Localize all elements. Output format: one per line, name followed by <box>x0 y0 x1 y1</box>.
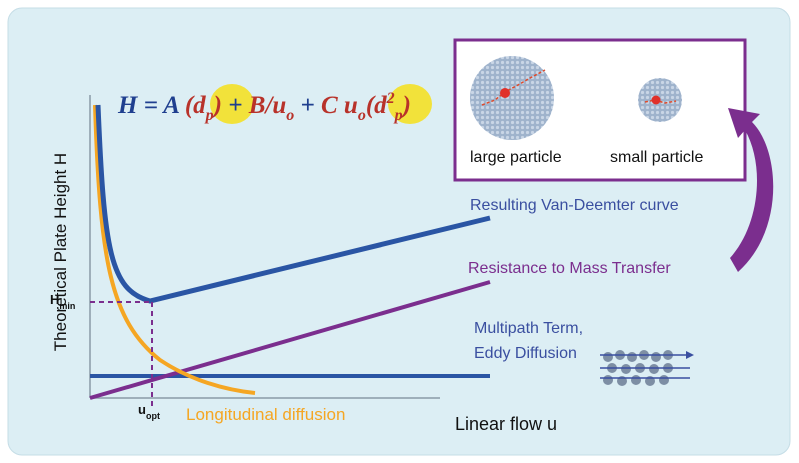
equation-part: + <box>294 92 321 119</box>
equation-part: (d <box>185 92 206 119</box>
equation-part: H = A <box>117 92 185 119</box>
highlight <box>210 84 254 124</box>
multipath-label: Multipath Term, <box>474 320 583 337</box>
inset-label: large particle <box>470 149 562 166</box>
equation-part: o <box>358 107 366 124</box>
mass-transfer-line <box>89 280 491 400</box>
equation: H = A (dp) + B/uo + C uo(d2p) <box>117 90 411 124</box>
van-deemter-curve <box>95 104 491 304</box>
u-opt-sub: opt <box>146 411 160 421</box>
highlight <box>388 84 432 124</box>
inset-label: small particle <box>610 149 703 166</box>
van-deemter-label: Resulting Van-Deemter curve <box>470 197 679 214</box>
equation-part: + <box>222 92 249 119</box>
analyte <box>500 88 510 98</box>
equation-part: ) <box>401 92 411 119</box>
equation-part: C u <box>321 92 358 119</box>
mass-transfer-label: Resistance to Mass Transfer <box>468 260 671 277</box>
equation-part: o <box>286 107 294 124</box>
equation-part: ) <box>212 92 222 119</box>
analyte <box>651 95 661 105</box>
multipath-label: Eddy Diffusion <box>474 345 577 362</box>
curved-arrow <box>728 108 774 272</box>
h-min-sub: min <box>59 301 75 311</box>
equation-part: B/u <box>248 92 287 119</box>
equation-part: (d <box>366 92 387 119</box>
y-axis-label: Theoretical Plate Height H <box>51 153 70 351</box>
h-min-base: H <box>50 292 59 307</box>
large-particle <box>470 56 554 140</box>
equation-part: p <box>393 107 403 124</box>
h-min-label: Hmin <box>50 292 75 311</box>
particle-bed-icon <box>600 350 694 386</box>
equation-part: 2 <box>386 90 395 107</box>
x-axis-label: Linear flow u <box>455 414 557 434</box>
equation-part: p <box>204 107 214 124</box>
diffusion-path <box>481 69 546 106</box>
u-opt-base: u <box>138 402 146 417</box>
u-opt-label: uopt <box>138 402 160 421</box>
longitudinal-curve <box>93 104 256 395</box>
longitudinal-label: Longitudinal diffusion <box>186 405 345 424</box>
